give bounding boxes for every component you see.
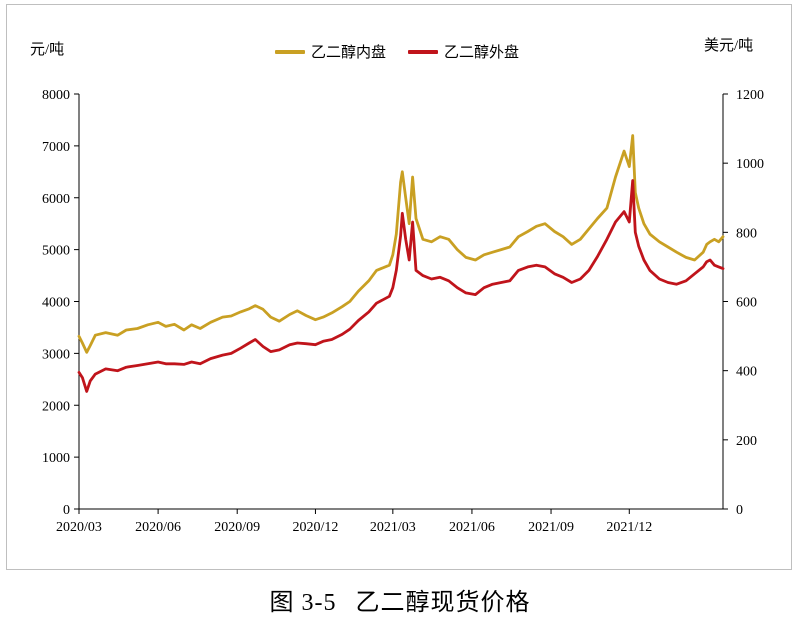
right-axis-tick-label: 0 <box>736 503 743 518</box>
legend-label-domestic: 乙二醇内盘 <box>311 45 387 61</box>
left-axis-unit: 元/吨 <box>30 42 65 58</box>
right-axis-tick-label: 1200 <box>736 88 764 103</box>
legend: 乙二醇内盘 乙二醇外盘 <box>275 41 541 62</box>
x-axis-tick-label: 2020/09 <box>214 520 260 535</box>
legend-item-domestic: 乙二醇内盘 <box>275 41 386 62</box>
figure-number: 图 3-5 <box>269 590 337 616</box>
left-axis-tick-label: 8000 <box>42 88 70 103</box>
x-axis-tick-label: 2020/03 <box>56 520 102 535</box>
legend-swatch-domestic <box>275 49 305 54</box>
x-axis-tick-label: 2020/06 <box>135 520 181 535</box>
right-axis-tick-label: 200 <box>736 434 757 449</box>
right-axis-tick-label: 800 <box>736 226 757 241</box>
x-axis-tick-label: 2021/03 <box>370 520 416 535</box>
figure-title: 乙二醇现货价格 <box>355 590 531 616</box>
right-axis-unit: 美元/吨 <box>704 38 754 54</box>
right-axis-tick-label: 400 <box>736 365 757 380</box>
left-axis-tick-label: 6000 <box>42 192 70 207</box>
x-axis-tick-label: 2020/12 <box>293 520 339 535</box>
left-axis-tick-label: 5000 <box>42 244 70 259</box>
series-line-overseas <box>77 179 725 393</box>
left-axis-tick-label: 2000 <box>42 399 70 414</box>
legend-swatch-overseas <box>408 49 439 54</box>
chart-frame <box>6 4 792 570</box>
legend-label-overseas: 乙二醇外盘 <box>444 45 520 61</box>
figure-caption: 图 3-5 乙二醇现货价格 <box>0 582 800 617</box>
left-axis-tick-label: 7000 <box>42 140 70 155</box>
left-axis-tick-label: 1000 <box>42 451 70 466</box>
left-axis-tick-label: 0 <box>63 503 70 518</box>
right-axis-tick-label: 1000 <box>736 157 764 172</box>
chart-plot: 0 1000 2000 3000 4000 5000 6000 7000 8000 0 200 400… <box>42 88 764 535</box>
left-axis-tick-label: 3000 <box>42 347 70 362</box>
x-axis-tick-label: 2021/09 <box>528 520 574 535</box>
x-axis-tick-label: 2021/12 <box>606 520 652 535</box>
left-axis-tick-label: 4000 <box>42 296 70 311</box>
series-line-domestic <box>77 134 725 354</box>
right-axis-tick-label: 600 <box>736 296 757 311</box>
legend-item-overseas: 乙二醇外盘 <box>408 41 519 62</box>
x-axis-tick-label: 2021/06 <box>449 520 495 535</box>
